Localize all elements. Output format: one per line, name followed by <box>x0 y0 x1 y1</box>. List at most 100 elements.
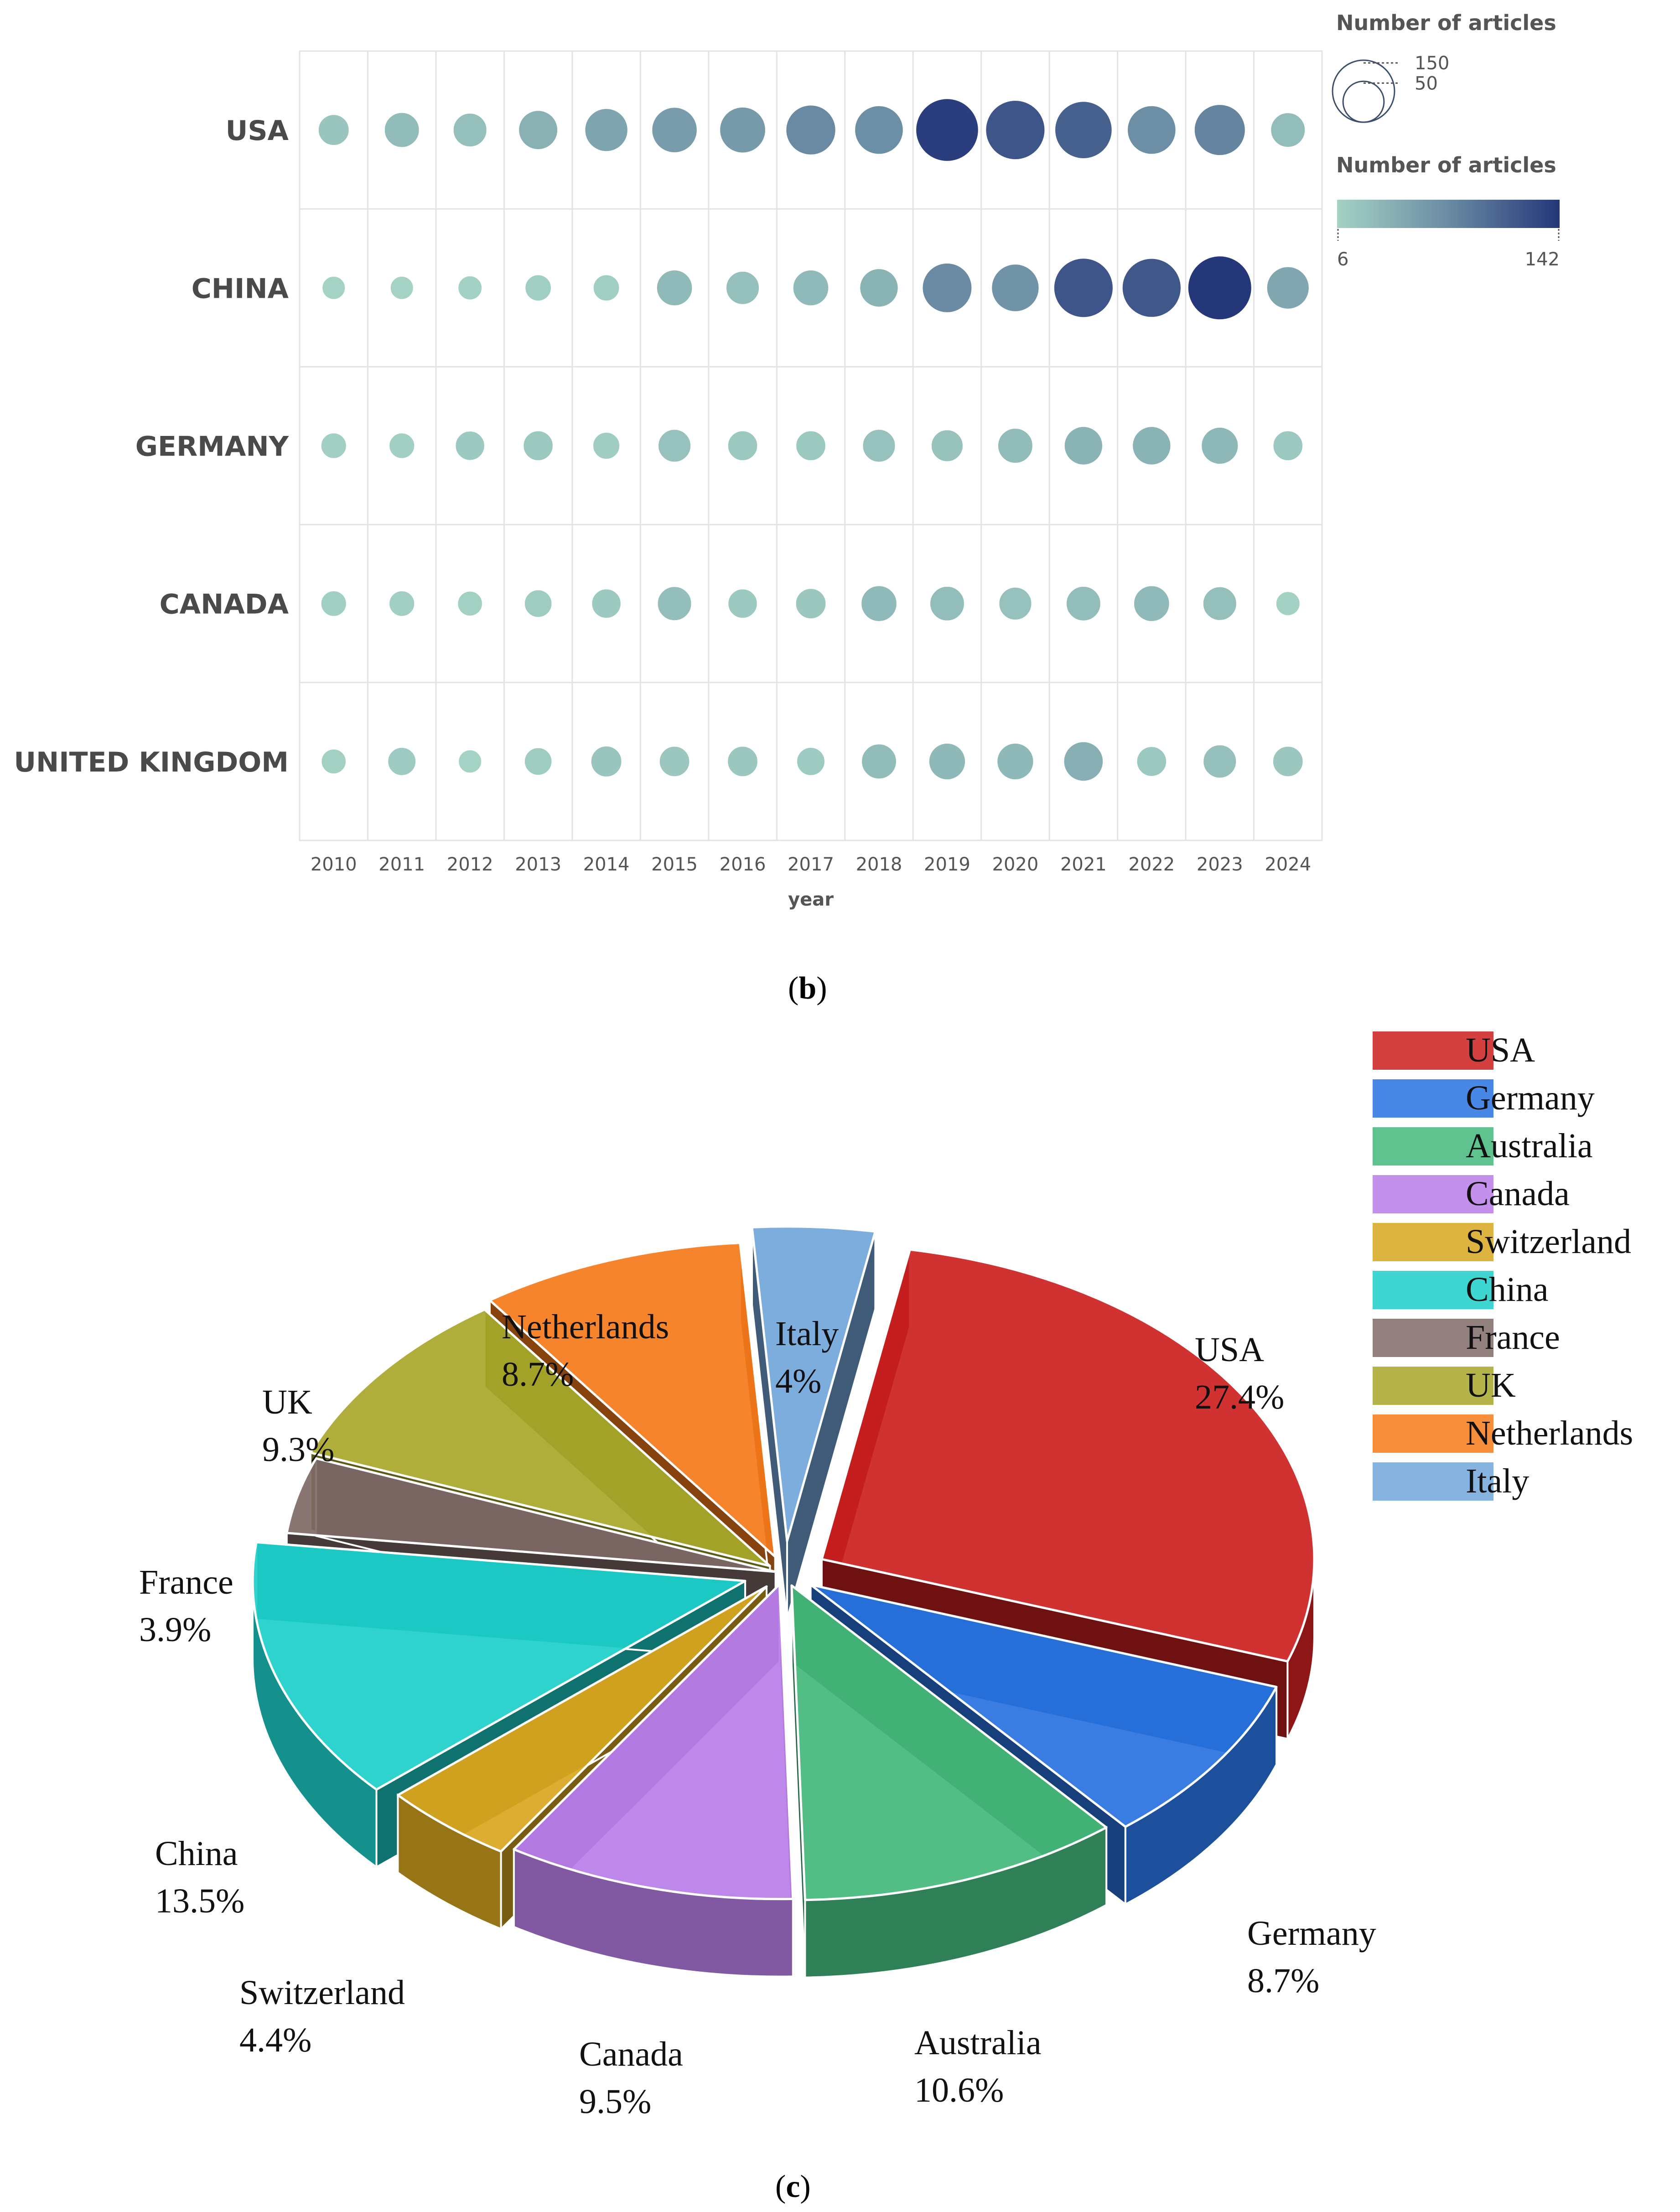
bubble <box>727 430 758 461</box>
slice-name-label: China <box>155 1834 238 1873</box>
bubble <box>1136 746 1167 777</box>
bubble <box>861 585 897 622</box>
year-tick-label: 2016 <box>720 854 766 875</box>
bubble <box>854 105 904 155</box>
slice-top <box>751 1225 876 1543</box>
bubble <box>915 98 979 162</box>
color-legend-max-label: 142 <box>1525 249 1560 270</box>
bubble <box>1132 426 1172 466</box>
color-legend-bar <box>1337 200 1560 228</box>
slice-name-label: Italy <box>775 1315 839 1353</box>
bubble <box>389 432 415 459</box>
slice-name-label: France <box>139 1563 233 1601</box>
bubble <box>929 585 965 622</box>
year-tick-label: 2012 <box>447 854 493 875</box>
year-tick-label: 2013 <box>515 854 561 875</box>
country-label: CHINA <box>192 273 289 305</box>
slice-percent-label: 10.6% <box>914 2071 1004 2109</box>
bubble <box>321 748 347 775</box>
bubble <box>584 108 628 152</box>
year-tick-label: 2017 <box>788 854 834 875</box>
slice-percent-label: 8.7% <box>1247 1962 1319 2000</box>
bubble <box>320 432 347 459</box>
bubble <box>997 428 1033 464</box>
legend-label: UK <box>1466 1366 1516 1404</box>
country-label: CANADA <box>160 589 289 621</box>
bubble <box>796 746 825 776</box>
bubble <box>1121 258 1182 318</box>
legend-swatch <box>1373 1414 1493 1453</box>
size-legend-label: 50 <box>1415 73 1438 94</box>
bubble <box>792 269 830 306</box>
legend-label: Netherlands <box>1466 1414 1633 1452</box>
bubble <box>725 270 760 305</box>
bubble <box>1272 746 1304 777</box>
bubble <box>1127 105 1177 155</box>
bubble <box>1201 426 1239 465</box>
year-tick-label: 2022 <box>1128 854 1175 875</box>
slice-top <box>309 1308 771 1567</box>
bubble-chart: USA CHINA GERMANY CANADA UNITED KINGDOM 2010… <box>14 10 1560 1006</box>
year-tick-labels: 2010 2011 2012 2013 2014 2015 2016 2017 2018 2019… <box>311 854 1311 875</box>
bubble <box>862 429 896 463</box>
country-label: GERMANY <box>135 431 290 463</box>
legend-swatch <box>1373 1271 1493 1309</box>
bubble <box>457 591 483 616</box>
legend-swatch <box>1373 1079 1493 1118</box>
bubble <box>591 588 622 619</box>
bubble <box>795 588 827 620</box>
slice-percent-label: 3.9% <box>139 1611 211 1649</box>
slice-top <box>790 1584 1108 1901</box>
slice-name-label: Switzerland <box>239 1974 405 2012</box>
slice-percent-label: 8.7% <box>502 1355 574 1394</box>
bubble <box>321 275 346 300</box>
color-legend-title: Number of articles <box>1336 153 1556 177</box>
bubbles <box>317 98 1310 782</box>
bubble <box>658 429 692 463</box>
slice-top <box>513 1583 794 1901</box>
country-label: USA <box>226 115 289 147</box>
pie-slice <box>513 1583 794 1978</box>
pie-chart: USA 27.4% Germany 8.7% Australia 10.6% Canada 9… <box>139 1031 1633 2204</box>
bubble <box>656 269 693 306</box>
bubble <box>1133 585 1170 622</box>
slice-percent-label: 27.4% <box>1195 1378 1284 1416</box>
bubble <box>592 274 620 302</box>
bubble <box>1270 112 1306 148</box>
bubble <box>384 112 420 148</box>
bubble <box>719 106 766 154</box>
bubble <box>930 429 964 462</box>
year-tick-label: 2021 <box>1060 854 1107 875</box>
bubble <box>389 275 414 300</box>
bubble <box>455 430 485 461</box>
bubble <box>928 742 966 781</box>
bubble <box>1063 741 1104 782</box>
bubble <box>727 588 758 619</box>
year-tick-label: 2018 <box>856 854 902 875</box>
year-tick-label: 2019 <box>924 854 970 875</box>
panel-letter-c: c <box>786 2169 800 2204</box>
slice-top <box>488 1242 777 1558</box>
year-tick-label: 2023 <box>1197 854 1243 875</box>
legend-swatch <box>1373 1223 1493 1261</box>
bubble <box>1054 101 1113 159</box>
bubble <box>795 430 826 461</box>
year-tick-label: 2014 <box>583 854 630 875</box>
bubble <box>523 430 554 461</box>
bubble <box>985 100 1046 161</box>
legend-swatch <box>1373 1319 1493 1357</box>
bubble <box>452 113 487 148</box>
pie-slice <box>790 1584 1108 1979</box>
bubble <box>524 589 553 618</box>
legend-swatch <box>1373 1127 1493 1166</box>
legend-label: Italy <box>1466 1462 1529 1500</box>
legend-swatch <box>1373 1031 1493 1070</box>
bubble <box>998 586 1032 621</box>
bubble <box>861 743 897 780</box>
slice-percent-label: 4% <box>775 1362 821 1400</box>
legend-label: Switzerland <box>1466 1223 1631 1261</box>
legend-label: France <box>1466 1318 1560 1357</box>
bubble <box>1275 591 1301 616</box>
